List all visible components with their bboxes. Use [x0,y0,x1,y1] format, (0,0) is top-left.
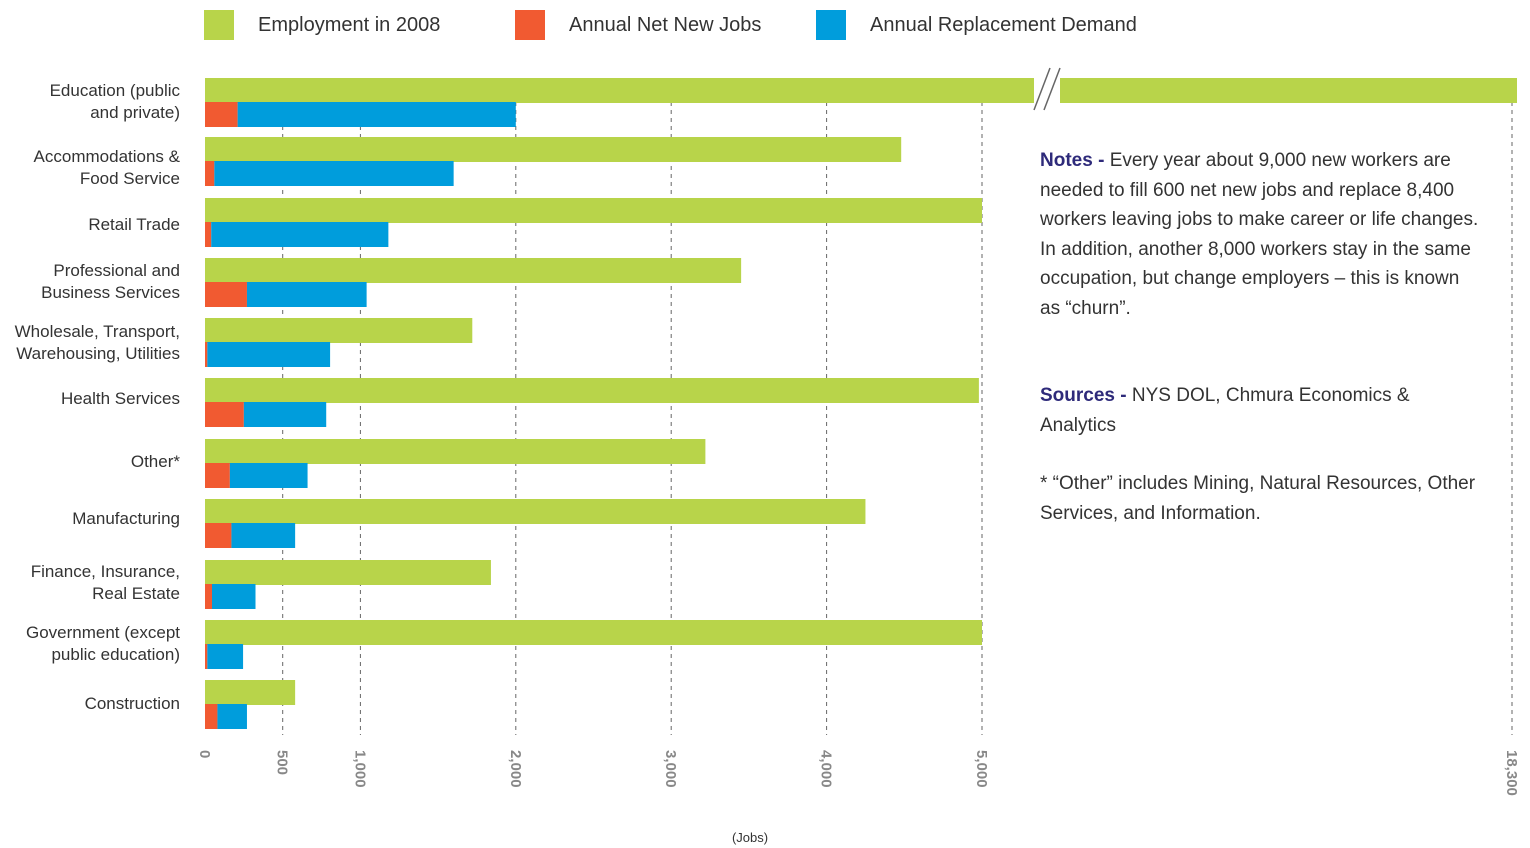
category-label-health: Health Services [61,388,180,410]
category-label-construction: Construction [85,693,180,715]
sources-text: NYS DOL, Chmura Economics & Analytics [1040,385,1410,436]
legend-label-employment: Employment in 2008 [258,13,441,36]
bar-employment [205,258,742,283]
category-label-line: Retail Trade [88,215,180,234]
notes-label: Notes - [1040,150,1105,171]
bar-net-new-jobs [205,463,230,488]
footnote-paragraph: * “Other” includes Mining, Natural Resou… [1040,469,1480,528]
bar-replacement-demand [243,402,327,427]
category-label-line: Finance, Insurance, [30,562,180,581]
bar-net-new-jobs [205,102,238,127]
legend-swatch-net-new-jobs [515,10,545,40]
x-tick-label: 2,000 [507,750,524,788]
axis-break-icon [1033,67,1061,111]
bar-replacement-demand [217,704,247,729]
category-label-line: Business Services [41,283,180,302]
sources-paragraph: Sources - NYS DOL, Chmura Economics & An… [1040,381,1480,440]
category-label-line: Real Estate [92,584,180,603]
notes-paragraph: Notes - Every year about 9,000 new worke… [1040,146,1480,323]
legend-swatch-employment [204,10,234,40]
x-tick-label: 0 [196,750,213,758]
bar-net-new-jobs [205,402,244,427]
bar-employment [205,378,979,403]
category-label-line: Education (public [49,81,180,100]
x-tick-label: 3,000 [662,750,679,788]
bar-replacement-demand [229,463,308,488]
legend-item-replacement-demand: Annual Replacement Demand [816,10,1137,40]
footnote-text: * “Other” includes Mining, Natural Resou… [1040,473,1476,524]
category-label-line: Manufacturing [72,509,180,528]
bar-employment [205,620,982,645]
bar-employment [205,439,706,464]
bar-net-new-jobs [205,704,218,729]
bar-employment [205,680,296,705]
category-label-line: Health Services [60,389,180,408]
bar-replacement-demand [207,342,331,367]
bar-net-new-jobs [205,584,212,609]
category-label-line: Professional and [53,261,180,280]
category-label-government: Government (except public education) [26,622,180,666]
category-label-line: Government (except [25,623,180,642]
sources-label: Sources - [1040,385,1127,406]
category-label-line: Other* [130,452,180,471]
legend-item-net-new-jobs: Annual Net New Jobs [515,10,761,40]
category-label-finance: Finance, Insurance, Real Estate [31,561,180,605]
legend-swatch-replacement-demand [816,10,846,40]
bar-net-new-jobs [205,523,232,548]
bar-net-new-jobs [205,222,212,247]
category-label-retail: Retail Trade [88,214,180,236]
bars [205,67,1517,729]
bar-replacement-demand [211,222,389,247]
x-tick-label: 1,000 [351,750,368,788]
bar-net-new-jobs [205,342,208,367]
category-label-other: Other* [131,451,180,473]
legend-label-net-new-jobs: Annual Net New Jobs [569,13,762,36]
category-label-line: public education) [51,645,180,664]
bar-replacement-demand [237,102,516,127]
category-label-manufacturing: Manufacturing [72,508,180,530]
bar-employment [205,78,1517,103]
bar-employment [205,318,473,343]
bar-net-new-jobs [205,161,215,186]
x-tick-label: 5,000 [973,750,990,788]
bar-replacement-demand [231,523,296,548]
x-axis-title: (Jobs) [731,830,769,845]
category-label-line: Warehousing, Utilities [16,344,180,363]
bar-employment [205,198,982,223]
bar-employment [205,560,491,585]
category-label-accommodations: Accommodations & Food Service [34,146,180,190]
bar-net-new-jobs [205,282,247,307]
category-label-line: Food Service [79,169,180,188]
category-label-education: Education (public and private) [50,80,180,124]
bar-employment [205,499,866,524]
bar-net-new-jobs [205,644,208,669]
x-tick-labels: 0 500 1,000 2,000 3,000 4,000 5,000 18,300 [196,750,1520,796]
category-label-professional: Professional and Business Services [41,260,180,304]
category-label-line: Construction [84,694,180,713]
legend-item-employment: Employment in 2008 [204,10,440,40]
bar-replacement-demand [207,644,244,669]
notes-text: Every year about 9,000 new workers are n… [1040,150,1479,319]
x-tick-label: 18,300 [1503,750,1520,796]
category-label-line: Accommodations & [33,147,180,166]
x-tick-label: 4,000 [818,750,835,788]
bar-employment [205,137,902,162]
x-tick-label: 500 [274,750,291,775]
category-label-line: Wholesale, Transport, [14,322,180,341]
bar-replacement-demand [246,282,367,307]
bar-replacement-demand [211,584,256,609]
category-label-line: and private) [90,103,180,122]
bar-replacement-demand [214,161,454,186]
legend-label-replacement-demand: Annual Replacement Demand [870,13,1137,36]
category-label-wholesale: Wholesale, Transport, Warehousing, Utili… [15,321,180,365]
